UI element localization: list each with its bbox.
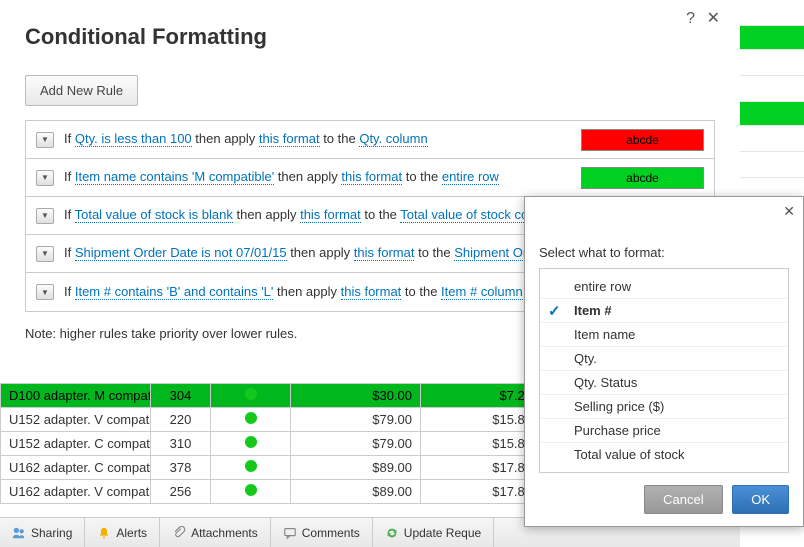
close-icon[interactable]: ✕: [707, 10, 720, 27]
popup-option[interactable]: Purchase price: [540, 419, 788, 443]
refresh-icon: [385, 526, 399, 540]
table-cell[interactable]: $30.00: [291, 384, 421, 408]
table-cell[interactable]: $17.80: [421, 456, 541, 480]
tab-label: Attachments: [191, 526, 258, 540]
tab-comments[interactable]: Comments: [271, 518, 373, 547]
popup-title: Select what to format:: [539, 245, 789, 260]
format-preview: abcde: [581, 167, 704, 189]
status-dot-icon: [245, 388, 257, 400]
popup-option-label: Item #: [574, 303, 612, 318]
rule-target-link[interactable]: entire row: [442, 169, 499, 185]
bell-icon: [97, 526, 111, 540]
table-cell[interactable]: $17.80: [421, 480, 541, 504]
rule-target-link[interactable]: Qty. column: [359, 131, 427, 147]
tab-label: Sharing: [31, 526, 72, 540]
popup-option[interactable]: Item name: [540, 323, 788, 347]
rule-format-link[interactable]: this format: [300, 207, 361, 223]
people-icon: [12, 526, 26, 540]
popup-option-label: Qty. Status: [574, 375, 637, 390]
table-cell[interactable]: 310: [151, 432, 211, 456]
help-icon[interactable]: ?: [686, 10, 695, 27]
rule-menu-button[interactable]: ▼: [36, 284, 54, 300]
rule-format-link[interactable]: this format: [341, 284, 402, 300]
table-cell[interactable]: 220: [151, 408, 211, 432]
table-cell[interactable]: D100 adapter. M compatibl: [1, 384, 151, 408]
tab-sharing[interactable]: Sharing: [0, 518, 85, 547]
table-cell[interactable]: $79.00: [291, 408, 421, 432]
rule-condition-link[interactable]: Shipment Order Date is not 07/01/15: [75, 245, 287, 261]
rule-row: ▼ If Item name contains 'M compatible' th…: [26, 159, 714, 197]
format-preview: abcde: [581, 129, 704, 151]
status-dot-icon: [245, 460, 257, 472]
rule-menu-button[interactable]: ▼: [36, 170, 54, 186]
tab-alerts[interactable]: Alerts: [85, 518, 160, 547]
table-cell[interactable]: U162 adapter. C compatibl: [1, 456, 151, 480]
popup-option-label: Item name: [574, 327, 635, 342]
popup-option-list: entire row ✓ Item # Item name Qty. Qty. Statu…: [539, 268, 789, 473]
tab-label: Comments: [302, 526, 360, 540]
rule-menu-button[interactable]: ▼: [36, 208, 54, 224]
status-dot-icon: [245, 484, 257, 496]
rule-description: If Item name contains 'M compatible' the…: [64, 168, 571, 186]
popup-option-label: Purchase price: [574, 423, 661, 438]
table-cell[interactable]: $15.80: [421, 408, 541, 432]
popup-option[interactable]: Selling price ($): [540, 395, 788, 419]
table-cell[interactable]: U152 adapter. C compatibl: [1, 432, 151, 456]
table-cell[interactable]: U152 adapter. V compatibl: [1, 408, 151, 432]
ok-button[interactable]: OK: [732, 485, 789, 514]
table-cell[interactable]: [211, 408, 291, 432]
popup-option[interactable]: Total value of stock: [540, 443, 788, 466]
tab-attachments[interactable]: Attachments: [160, 518, 271, 547]
table-cell[interactable]: [211, 432, 291, 456]
comment-icon: [283, 526, 297, 540]
popup-option[interactable]: Qty. Status: [540, 371, 788, 395]
table-cell[interactable]: 256: [151, 480, 211, 504]
tab-label: Alerts: [116, 526, 147, 540]
table-cell[interactable]: $15.80: [421, 432, 541, 456]
dialog-title: Conditional Formatting: [25, 24, 715, 50]
rule-menu-button[interactable]: ▼: [36, 246, 54, 262]
table-cell[interactable]: $7.20: [421, 384, 541, 408]
rule-condition-link[interactable]: Item name contains 'M compatible': [75, 169, 274, 185]
rule-condition-link[interactable]: Qty. is less than 100: [75, 131, 192, 147]
table-cell[interactable]: $89.00: [291, 480, 421, 504]
table-cell[interactable]: $89.00: [291, 456, 421, 480]
paperclip-icon: [172, 526, 186, 540]
popup-option-label: Selling price ($): [574, 399, 664, 414]
popup-option[interactable]: ✓ Item #: [540, 299, 788, 323]
rule-row: ▼ If Qty. is less than 100 then apply thi…: [26, 121, 714, 159]
popup-close-icon[interactable]: ✕: [783, 203, 795, 220]
popup-option-label: entire row: [574, 279, 631, 294]
status-dot-icon: [245, 436, 257, 448]
add-new-rule-button[interactable]: Add New Rule: [25, 75, 138, 106]
tab-label: Update Reque: [404, 526, 481, 540]
table-cell[interactable]: U162 adapter. V compatibl: [1, 480, 151, 504]
table-cell[interactable]: 304: [151, 384, 211, 408]
rule-description: If Qty. is less than 100 then apply this…: [64, 130, 571, 148]
rule-condition-link[interactable]: Item # contains 'B' and contains 'L': [75, 284, 274, 300]
table-cell[interactable]: [211, 384, 291, 408]
format-target-popup: ✕ Select what to format: entire row ✓ Item…: [524, 196, 804, 527]
check-icon: ✓: [548, 302, 561, 320]
cancel-button[interactable]: Cancel: [644, 485, 722, 514]
popup-option-label: Total value of stock: [574, 447, 685, 462]
status-dot-icon: [245, 412, 257, 424]
table-cell[interactable]: [211, 480, 291, 504]
table-cell[interactable]: 378: [151, 456, 211, 480]
rule-format-link[interactable]: this format: [354, 245, 415, 261]
table-cell[interactable]: [211, 456, 291, 480]
rule-condition-link[interactable]: Total value of stock is blank: [75, 207, 233, 223]
popup-option-label: Qty.: [574, 351, 597, 366]
popup-option[interactable]: entire row: [540, 275, 788, 299]
rule-menu-button[interactable]: ▼: [36, 132, 54, 148]
rule-target-link[interactable]: Item # column: [441, 284, 523, 300]
table-cell[interactable]: $79.00: [291, 432, 421, 456]
rule-format-link[interactable]: this format: [341, 169, 402, 185]
tab-update-requests[interactable]: Update Reque: [373, 518, 494, 547]
rule-format-link[interactable]: this format: [259, 131, 320, 147]
popup-option[interactable]: Qty.: [540, 347, 788, 371]
